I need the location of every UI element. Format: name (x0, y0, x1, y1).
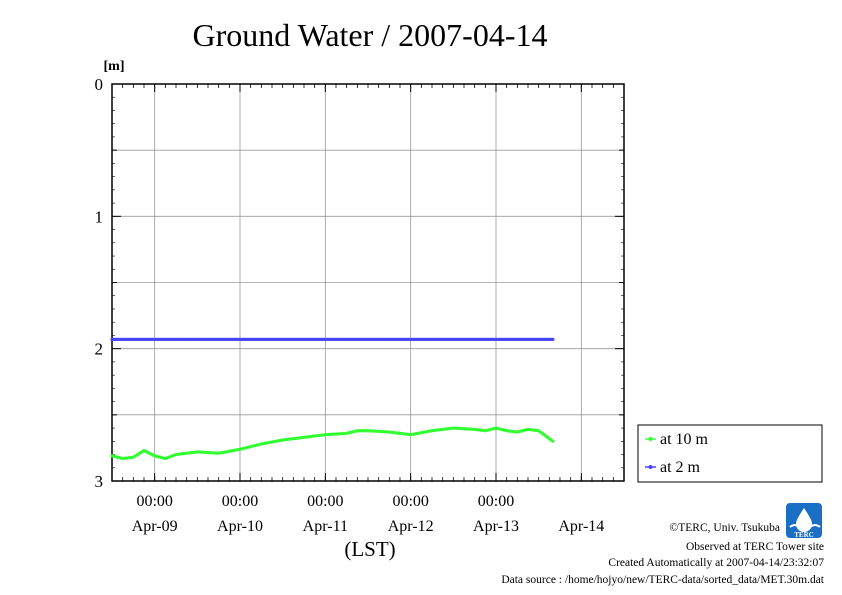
x-time-tick-label: 00:00 (478, 493, 514, 510)
grid-lines (112, 84, 624, 481)
y-tick-label: 3 (95, 472, 104, 491)
axis-ticks (111, 83, 625, 482)
y-tick-label: 1 (95, 207, 104, 226)
created-text: Created Automatically at 2007-04-14/23:3… (608, 557, 824, 569)
legend-label: at 10 m (660, 431, 709, 448)
data-point (551, 337, 555, 342)
legend-box (637, 424, 823, 483)
legend-label: at 2 m (660, 459, 701, 476)
x-date-label: Apr-13 (473, 518, 519, 535)
legend-marker (648, 437, 653, 441)
x-time-tick-label: 00:00 (136, 493, 172, 510)
source-text: Data source : /home/hojyo/new/TERC-data/… (501, 574, 824, 586)
x-date-label: Apr-12 (388, 518, 434, 535)
x-date-label: Apr-10 (217, 518, 263, 535)
x-time-tick-label: 00:00 (222, 493, 258, 510)
x-time-tick-label: 00:00 (307, 493, 343, 510)
terc-logo: TERC (786, 503, 822, 539)
x-axis-label: (LST) (344, 537, 395, 561)
y-unit-label: [m] (104, 59, 125, 74)
x-date-label: Apr-09 (132, 518, 178, 535)
logo-text: TERC (794, 531, 813, 539)
data-series (110, 337, 555, 461)
series-at-10m (110, 426, 555, 461)
x-date-label: Apr-14 (558, 518, 604, 535)
data-point (551, 439, 555, 443)
legend: at 10 m at 2 m (637, 424, 823, 483)
x-date-label: Apr-11 (303, 518, 348, 535)
x-tick-labels: 00:00 00:00 00:00 00:00 00:00 Apr-09 Apr-10 Apr… (132, 493, 605, 535)
y-tick-labels: 0 1 2 3 (95, 75, 104, 491)
legend-marker (648, 465, 653, 469)
x-time-tick-label: 00:00 (392, 493, 428, 510)
chart-title: Ground Water / 2007-04-14 (193, 17, 548, 53)
series-at-2m (110, 337, 555, 342)
y-tick-label: 0 (95, 75, 104, 94)
credit-text: ©TERC, Univ. Tsukuba (670, 522, 780, 534)
site-text: Observed at TERC Tower site (686, 541, 824, 553)
y-tick-label: 2 (95, 340, 104, 359)
